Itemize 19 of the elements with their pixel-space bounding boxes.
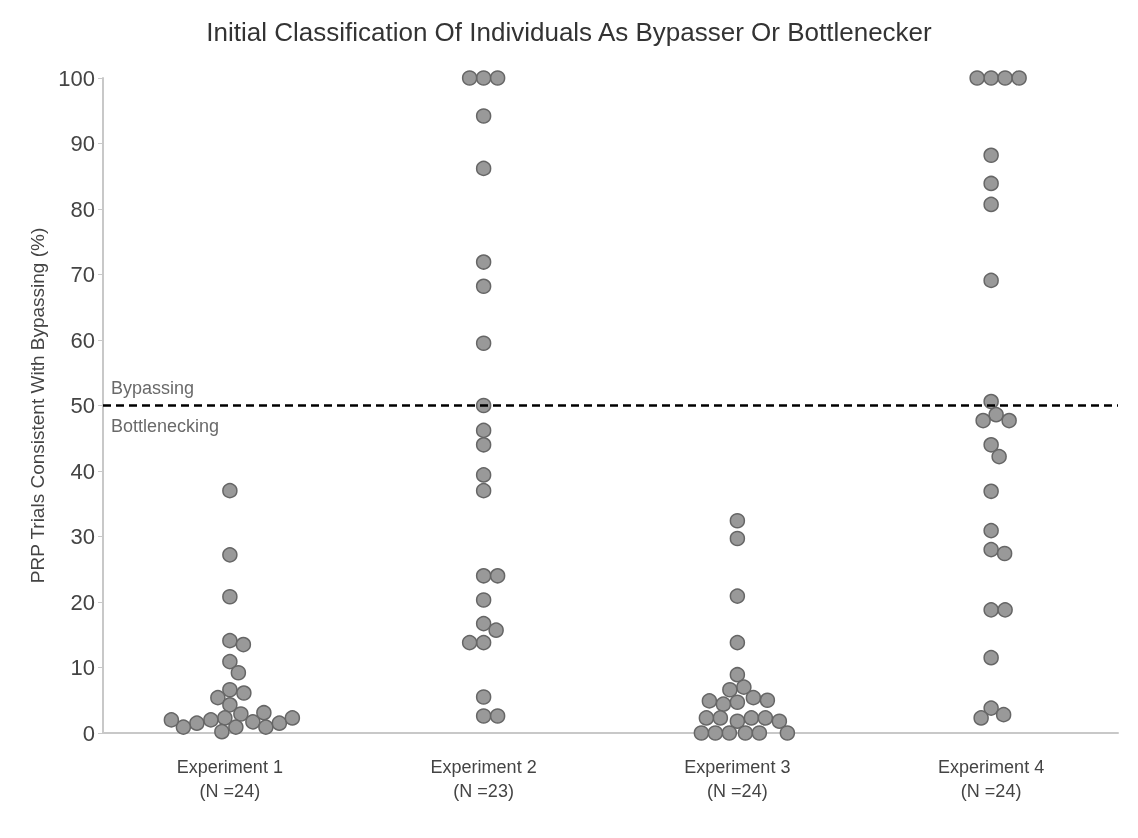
y-axis-title: PRP Trials Consistent With Bypassing (%) bbox=[27, 227, 49, 584]
x-tick-label: Experiment 1 (N =24) bbox=[176, 757, 283, 801]
y-tick-label: 10 bbox=[70, 655, 95, 680]
y-tick-label: 20 bbox=[70, 589, 95, 615]
y-tick-label: 60 bbox=[70, 327, 95, 353]
y-tick-label: 70 bbox=[70, 262, 95, 287]
y-tick-label: 0 bbox=[82, 720, 95, 746]
x-tick-label: Experiment 4 (N =24) bbox=[938, 757, 1045, 801]
chart-title: Initial Classification Of Individuals As Bypasser Or Bottlenecker bbox=[206, 17, 933, 47]
x-tick-label: Experiment 3 (N =24) bbox=[684, 757, 791, 801]
x-tick-label: Experiment 2 (N =23) bbox=[430, 757, 537, 801]
y-tick-label: 40 bbox=[70, 458, 95, 484]
annotation: Bypassing bbox=[111, 377, 195, 398]
y-tick-label: 100 bbox=[58, 65, 95, 91]
y-tick-label: 80 bbox=[70, 196, 95, 222]
y-tick-label: 30 bbox=[70, 524, 95, 549]
annotation: Bottlenecking bbox=[111, 415, 220, 436]
y-tick-label: 90 bbox=[70, 131, 95, 156]
y-tick-label: 50 bbox=[70, 393, 95, 418]
